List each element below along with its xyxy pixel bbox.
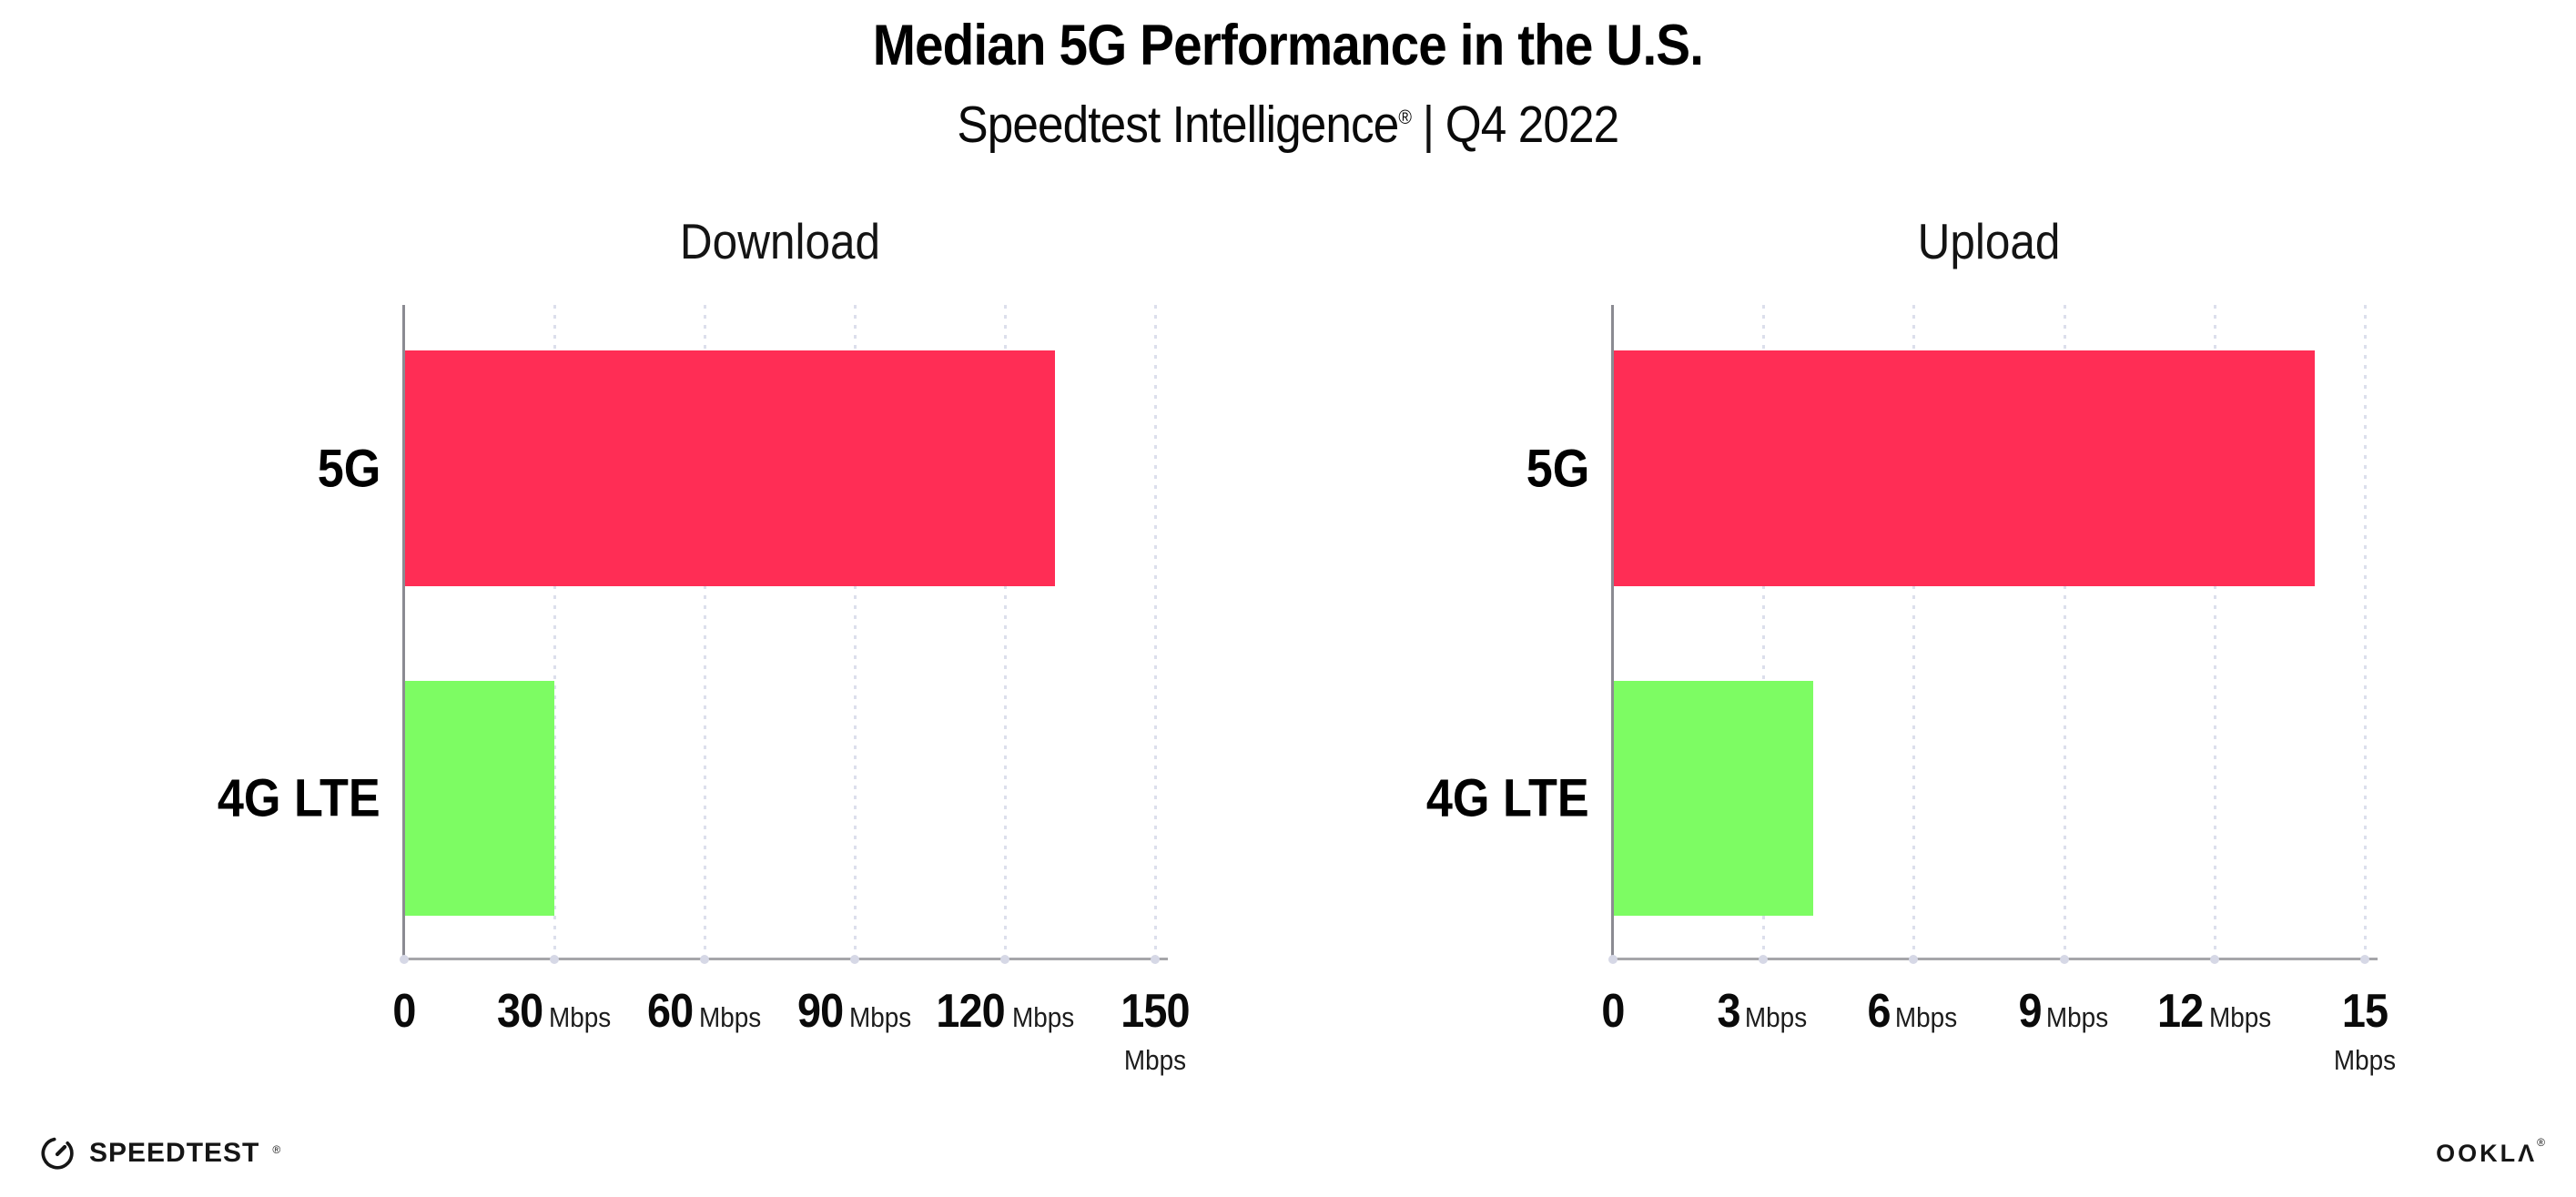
tick-value: 6 [1867,985,1891,1038]
x-tick-label-120: 120 Mbps [932,984,1078,1039]
page-subtitle: Speedtest Intelligence® | Q4 2022 [0,95,2576,155]
tick-unit: Mbps [698,1001,762,1033]
category-label-4g-lte: 4G LTE [218,768,380,828]
tick-value: 120 [936,985,1005,1038]
tick-unit: Mbps [1123,1044,1187,1076]
x-tick-label-0: 0 [1600,984,1626,1039]
axis-tick-dot-9 [2059,955,2069,964]
tick-value: 60 [646,985,694,1038]
tick-value: 30 [496,985,543,1038]
speedtest-wordmark: SPEEDTEST [89,1138,260,1168]
upload-x-axis-line [1611,958,2378,960]
speedtest-gauge-icon [38,1134,76,1172]
download-x-axis-line [402,958,1168,960]
gridline-9 [2063,305,2066,959]
category-label-5g: 5G [317,439,380,498]
x-tick-label-0: 0 [391,984,417,1039]
subtitle-brand: Speedtest Intelligence [957,96,1400,154]
gridline-120 [1004,305,1007,959]
tick-unit: Mbps [1895,1001,1958,1033]
gridline-30 [553,305,556,959]
gridline-150 [1154,305,1157,959]
chart-header: Median 5G Performance in the U.S. Speedt… [0,13,2576,155]
speedtest-registered-icon: ® [272,1143,281,1156]
ookla-registered-icon: ® [2537,1136,2545,1149]
axis-tick-dot-3 [1759,955,1769,964]
gridline-60 [704,305,706,959]
speedtest-logo: SPEEDTEST ® [38,1134,280,1172]
tick-value: 12 [2156,985,2204,1038]
axis-tick-dot-60 [700,955,709,964]
tick-value: 0 [1601,985,1625,1038]
tick-value: 150 [1121,985,1190,1038]
subtitle-separator: | [1422,96,1435,154]
x-tick-label-12: 12 Mbps [2155,984,2275,1039]
x-tick-label-15: 15 Mbps [2330,984,2399,1077]
x-tick-label-30: 30 Mbps [494,984,614,1039]
tick-unit: Mbps [2208,1001,2271,1033]
page-title: Median 5G Performance in the U.S. [872,14,1704,77]
upload-chart-title: Upload [1917,213,2061,269]
tick-unit: Mbps [1011,1001,1074,1033]
x-tick-label-150: 150 Mbps [1117,984,1193,1077]
tick-value: 3 [1717,985,1741,1038]
tick-unit: Mbps [548,1001,612,1033]
ookla-wordmark: OOKLΛ [2436,1140,2538,1167]
x-tick-label-3: 3 Mbps [1716,984,1810,1039]
x-tick-label-60: 60 Mbps [644,984,765,1039]
tick-unit: Mbps [2045,1001,2108,1033]
tick-unit: Mbps [1745,1001,1808,1033]
x-tick-label-6: 6 Mbps [1867,984,1962,1039]
bar-4g-lte [1613,680,1814,917]
axis-tick-dot-12 [2209,955,2219,964]
bar-5g [1613,350,2315,586]
bar-5g [404,350,1055,586]
axis-tick-dot-90 [850,955,859,964]
tick-value: 15 [2341,985,2388,1038]
axis-tick-dot-6 [1909,955,1919,964]
tick-value: 90 [796,985,844,1038]
gridline-6 [1912,305,1916,959]
category-label-5g: 5G [1526,439,1589,498]
ookla-logo: OOKLΛ ® [2436,1136,2545,1168]
axis-tick-dot-0 [400,955,409,964]
axis-tick-dot-120 [1000,955,1009,964]
x-tick-label-90: 90 Mbps [795,984,915,1039]
axis-tick-dot-0 [1608,955,1618,964]
download-chart-title: Download [679,213,880,269]
category-label-4g-lte: 4G LTE [1426,768,1589,828]
download-y-axis-line [402,305,405,959]
tick-unit: Mbps [2333,1044,2397,1076]
registered-mark-icon: ® [1398,106,1413,128]
bar-4g-lte [404,680,554,917]
axis-tick-dot-150 [1151,955,1160,964]
gridline-15 [2364,305,2367,959]
gridline-12 [2213,305,2216,959]
subtitle-period: Q4 2022 [1445,96,1619,154]
gridline-3 [1762,305,1766,959]
tick-value: 9 [2018,985,2042,1038]
tick-unit: Mbps [848,1001,912,1033]
upload-chart-plot-area: Upload 0 3 Mbps 6 Mbps 9 Mbps 12 Mbps 15Mbps 5G 4G … [1426,213,2396,1076]
axis-tick-dot-30 [550,955,559,964]
tick-value: 0 [392,985,416,1038]
axis-tick-dot-15 [2360,955,2369,964]
download-chart-plot-area: Download 0 30 Mbps 60 Mbps 90 Mbps 120 Mbps 150Mb… [218,213,1190,1076]
gridline-90 [854,305,857,959]
upload-y-axis-line [1611,305,1614,959]
x-tick-label-9: 9 Mbps [2017,984,2112,1039]
